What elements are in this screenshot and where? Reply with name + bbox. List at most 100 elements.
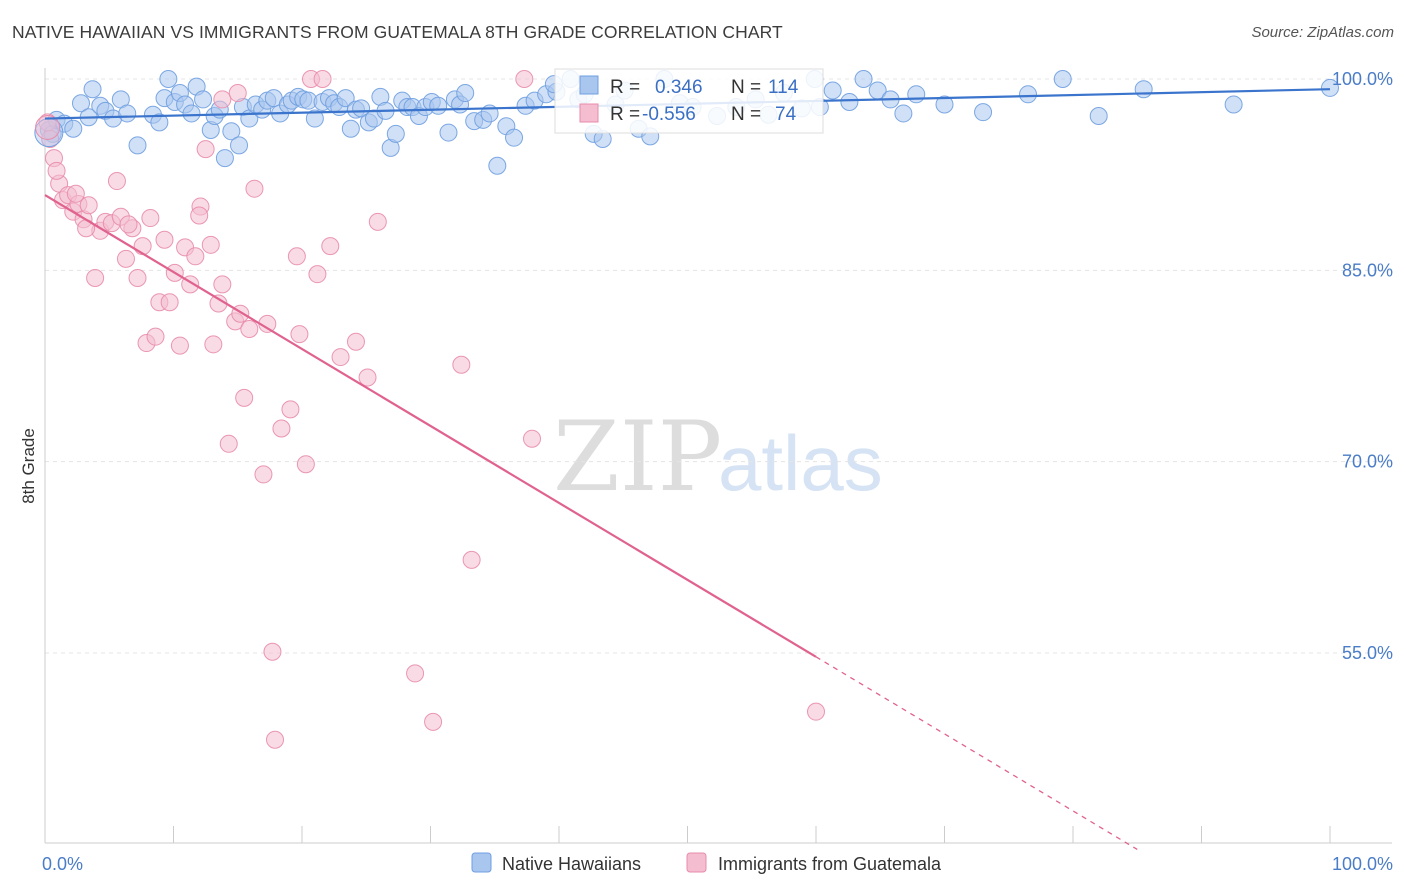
data-point — [1134, 80, 1153, 99]
data-point — [213, 275, 232, 294]
data-point — [840, 92, 859, 111]
data-point — [230, 136, 249, 155]
data-point — [341, 119, 360, 138]
data-point — [1224, 95, 1243, 114]
stats-r-value-2: -0.556 — [642, 104, 696, 125]
data-point — [336, 89, 355, 108]
data-point — [64, 119, 83, 138]
data-point — [272, 419, 291, 438]
data-point — [170, 336, 189, 355]
data-point — [240, 320, 259, 339]
legend: Native Hawaiians Immigrants from Guatema… — [471, 852, 942, 874]
data-point — [1089, 106, 1108, 125]
watermark-zip: ZIP — [553, 401, 722, 513]
y-tick-label: 55.0% — [1342, 643, 1393, 663]
data-point — [128, 268, 147, 287]
data-point — [523, 429, 542, 448]
watermark-atlas: atlas — [718, 419, 883, 507]
data-point — [321, 237, 340, 256]
data-point — [406, 664, 425, 683]
data-point — [823, 81, 842, 100]
stats-swatch-pink — [579, 103, 599, 123]
data-point — [201, 235, 220, 254]
data-point — [235, 388, 254, 407]
watermark: ZIP atlas — [553, 401, 883, 513]
data-point — [71, 94, 90, 113]
data-point — [296, 455, 315, 474]
data-point — [456, 84, 475, 103]
data-point — [118, 104, 137, 123]
data-point — [83, 80, 102, 99]
stats-n-value-2: 74 — [775, 104, 797, 125]
data-point — [287, 247, 306, 266]
data-point — [439, 123, 458, 142]
data-point — [352, 99, 371, 118]
data-point — [894, 104, 913, 123]
y-tick-label: 100.0% — [1332, 69, 1393, 89]
data-point — [196, 140, 215, 159]
data-point — [160, 293, 179, 312]
data-point — [194, 90, 213, 109]
stats-n-value-1: 114 — [768, 77, 799, 98]
data-point — [222, 122, 241, 141]
data-point — [305, 109, 324, 128]
grid — [45, 78, 1392, 654]
data-point — [146, 327, 165, 346]
data-point — [935, 95, 954, 114]
data-point — [429, 96, 448, 115]
data-point — [854, 70, 873, 88]
chart-title: NATIVE HAWAIIAN VS IMMIGRANTS FROM GUATE… — [12, 22, 783, 42]
data-point — [116, 249, 135, 268]
data-point — [107, 172, 126, 191]
y-tick-label: 70.0% — [1342, 452, 1393, 472]
data-point — [79, 196, 98, 215]
data-point — [215, 149, 234, 168]
data-point — [133, 237, 152, 256]
data-point — [1053, 70, 1072, 88]
data-point — [186, 247, 205, 266]
x-tick-label-max: 100.0% — [1332, 854, 1393, 874]
data-point — [263, 642, 282, 661]
data-point — [155, 230, 174, 249]
data-point — [47, 161, 66, 180]
data-point — [974, 103, 993, 122]
data-point — [462, 550, 481, 569]
data-point-cluster — [35, 114, 61, 140]
y-axis-title: 8th Grade — [19, 428, 38, 504]
data-point — [505, 128, 524, 147]
data-point — [219, 434, 238, 453]
data-point — [254, 465, 273, 484]
data-point — [386, 124, 405, 143]
data-point — [228, 84, 247, 103]
data-point — [66, 184, 85, 203]
y-tick-label: 85.0% — [1342, 260, 1393, 280]
stats-n-label-1: N = — [731, 77, 761, 98]
data-point — [424, 712, 443, 731]
data-point — [245, 179, 264, 198]
data-point — [358, 368, 377, 387]
data-point — [290, 325, 309, 344]
data-point — [128, 136, 147, 155]
data-point — [313, 70, 332, 88]
trend-line-guatemala-extrapolated — [815, 656, 1138, 850]
data-point — [213, 90, 232, 109]
legend-swatch-native-hawaiians — [471, 852, 492, 873]
legend-label-native-hawaiians: Native Hawaiians — [502, 854, 641, 874]
data-point — [807, 702, 825, 721]
data-point — [1019, 85, 1038, 104]
data-point — [150, 113, 169, 132]
data-point — [182, 104, 201, 123]
stats-box: R = 0.346 N = 114 R = -0.556 N = 74 — [554, 68, 824, 134]
data-point — [86, 268, 105, 287]
data-point — [907, 85, 926, 104]
data-point — [308, 265, 327, 284]
stats-r-label-1: R = — [610, 77, 640, 98]
stats-box-frame — [554, 68, 824, 134]
data-point — [452, 355, 471, 374]
legend-label-guatemala: Immigrants from Guatemala — [718, 854, 942, 874]
axes — [44, 68, 1392, 844]
data-point — [281, 400, 300, 419]
stats-n-label-2: N = — [731, 104, 761, 125]
data-point — [488, 156, 507, 175]
